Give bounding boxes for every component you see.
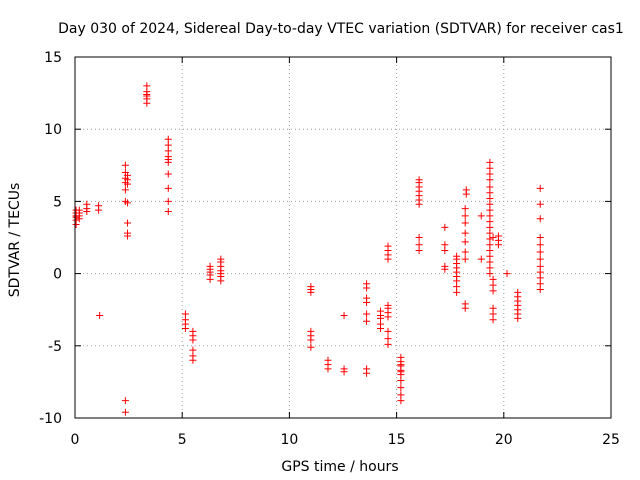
data-point [384,313,392,321]
data-point [75,206,83,214]
x-tick-label: 5 [178,432,187,448]
data-point [164,135,172,143]
data-point [307,336,315,344]
data-point [461,229,469,237]
data-point [143,82,151,90]
data-point [441,223,449,231]
data-point [494,232,502,240]
data-point [384,301,392,309]
data-point [489,316,497,324]
data-point [461,212,469,220]
y-tick-label: -10 [39,411,62,427]
data-point [124,199,132,207]
data-point [340,311,348,319]
data-point [307,288,315,296]
data-point [536,215,544,223]
data-point [397,384,405,392]
data-point [164,197,172,205]
chart-title: Day 030 of 2024, Sidereal Day-to-day VTE… [58,21,624,37]
data-point [536,248,544,256]
data-point [486,176,494,184]
y-tick-label: 5 [53,194,62,210]
x-axis-label: GPS time / hours [281,459,398,475]
x-tick-label: 25 [602,432,620,448]
data-point [461,219,469,227]
data-point [441,246,449,254]
data-point [363,298,371,306]
data-point [397,397,405,405]
data-point [477,212,485,220]
data-point [189,336,197,344]
y-tick-label: 0 [53,267,62,283]
data-point [536,184,544,192]
data-point [536,262,544,270]
data-point [95,202,103,210]
data-point [164,184,172,192]
data-point [181,324,189,332]
data-point [415,246,423,254]
data-point [489,287,497,295]
data-point [217,255,225,263]
data-point [340,368,348,376]
y-tick-label: -5 [48,339,62,355]
data-point [124,219,132,227]
data-point [189,356,197,364]
data-point [96,311,104,319]
data-point [384,242,392,250]
axis-ticks: 0 5 10 15 20 25 -10 -5 0 5 10 15 [39,50,620,448]
data-point [363,284,371,292]
data-point [121,408,129,416]
data-point [363,310,371,318]
data-point [121,397,129,405]
data-point [164,208,172,216]
plot-frame [74,56,612,419]
data-point [536,241,544,249]
data-point [486,270,494,278]
data-point [363,317,371,325]
data-point [461,248,469,256]
data-point [206,262,214,270]
data-point [384,340,392,348]
data-point [124,171,132,179]
data-point [441,265,449,273]
x-tick-label: 10 [280,432,298,448]
y-tick-label: 10 [44,122,62,138]
data-point [453,252,461,260]
x-tick-label: 15 [388,432,406,448]
data-point [477,255,485,263]
data-point [514,314,522,322]
grid [75,57,611,418]
data-point [397,368,405,376]
data-point [461,300,469,308]
data-point [415,234,423,241]
data-point [397,376,405,384]
data-point [307,343,315,351]
data-point [489,234,497,241]
data-point [121,186,129,194]
data-point [363,369,371,377]
data-point [83,200,91,208]
data-point [397,361,405,369]
data-point [461,238,469,246]
data-point [461,255,469,263]
data-point [121,161,129,169]
x-tick-label: 20 [495,432,513,448]
data-series-sdtvar [72,82,544,416]
x-tick-label: 0 [71,432,80,448]
data-point [536,255,544,263]
y-axis-label: SDTVAR / TECUs [7,183,23,298]
data-point [461,205,469,213]
data-point [536,200,544,208]
data-point [324,365,332,373]
data-point [462,186,470,194]
data-point [377,324,385,332]
data-point [124,232,132,240]
data-point [415,176,423,184]
data-point [536,234,544,241]
data-point [164,170,172,178]
data-point [503,270,511,278]
y-tick-label: 15 [44,50,62,66]
data-point [384,327,392,335]
